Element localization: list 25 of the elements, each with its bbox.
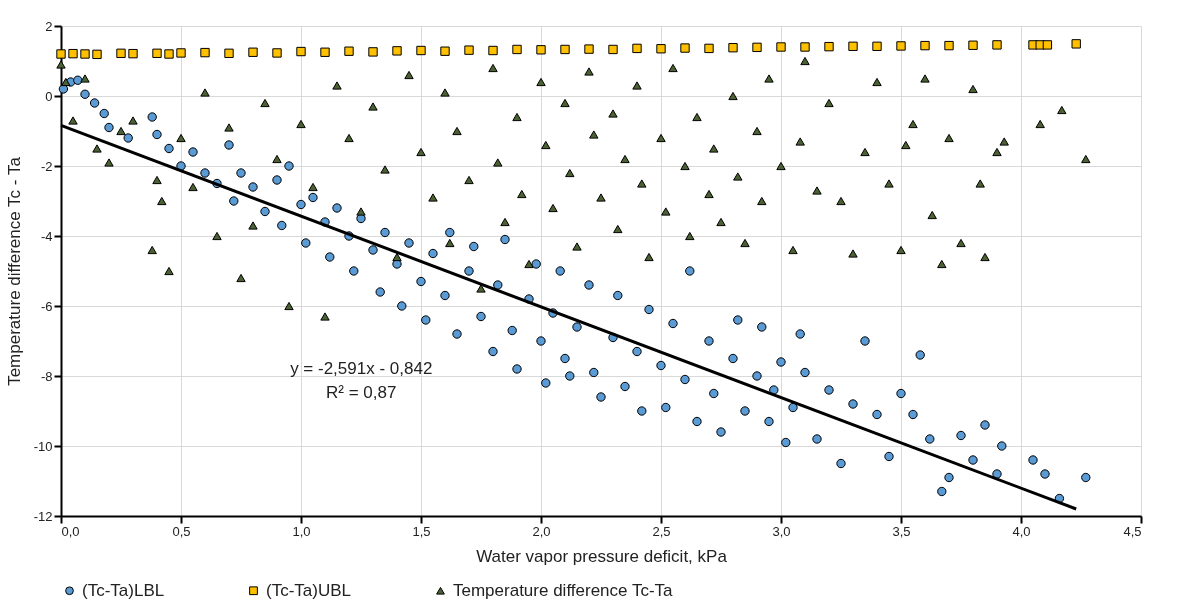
x-tick-label: 4,5 [1123,523,1142,539]
y-tick-label: -2 [40,158,53,174]
x-tick-label: 3,5 [892,523,911,539]
annotation: y = -2,591x - 0,842 [290,359,433,378]
y-axis-title: Temperature difference Tc - Ta [4,156,24,386]
y-tick-label: -6 [40,298,53,314]
x-tick-label: 0,0 [61,523,80,539]
legend-label: (Tc-Ta)LBL [82,580,165,600]
x-tick-label: 3,0 [772,523,791,539]
y-tick-label: -10 [33,438,53,454]
x-axis-title: Water vapor pressure deficit, kPa [476,546,728,566]
annotation: R² = 0,87 [326,383,397,402]
x-tick-label: 1,5 [412,523,431,539]
y-tick-label: 0 [45,88,53,104]
x-tick-label: 1,0 [292,523,311,539]
y-tick-label: 2 [45,18,53,34]
x-tick-label: 2,0 [532,523,551,539]
x-tick-label: 4,0 [1012,523,1031,539]
y-tick-label: -8 [40,368,53,384]
legend-label: (Tc-Ta)UBL [266,580,352,600]
y-tick-label: -4 [40,228,53,244]
x-tick-label: 2,5 [652,523,671,539]
legend-label: Temperature difference Tc-Ta [453,580,674,600]
x-tick-label: 0,5 [172,523,191,539]
y-tick-label: -12 [33,508,53,524]
